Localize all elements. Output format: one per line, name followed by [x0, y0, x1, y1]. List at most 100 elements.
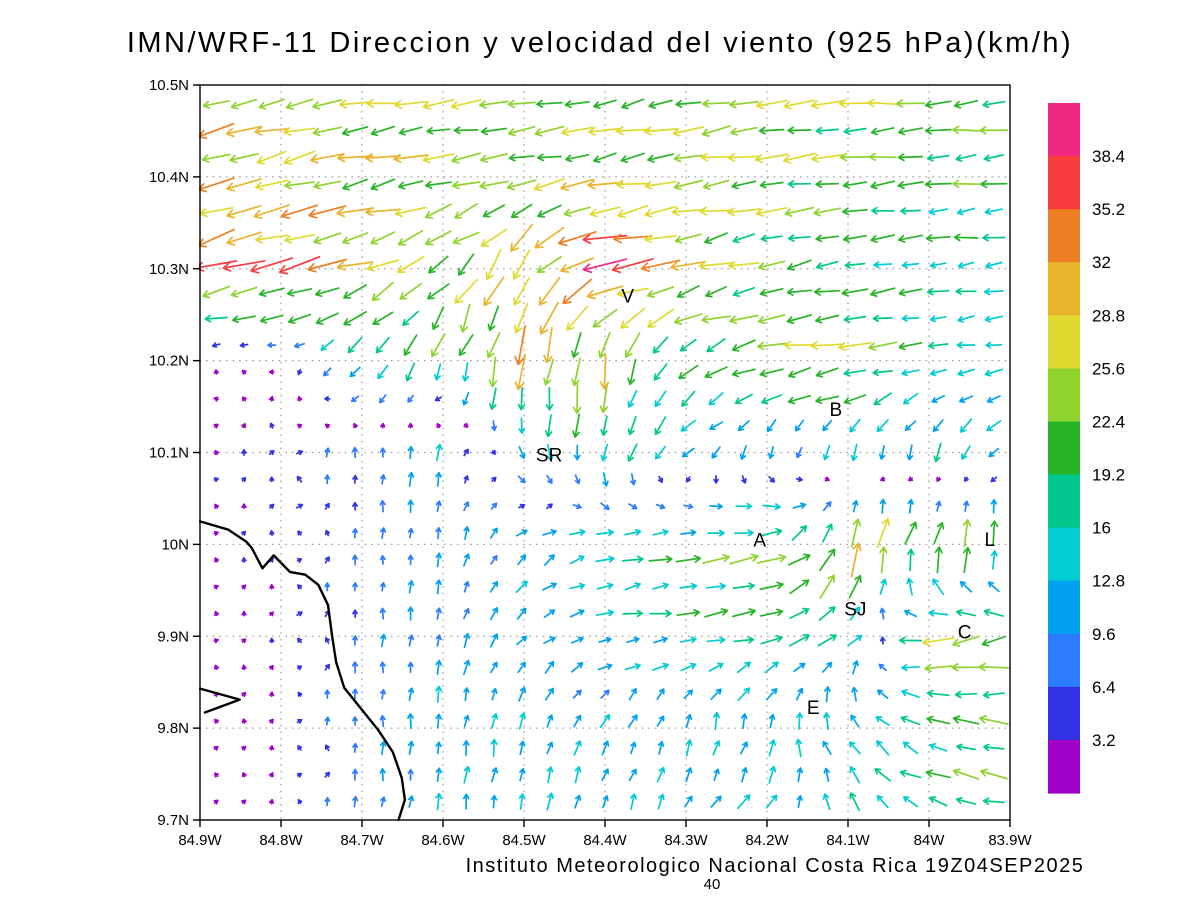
wind-arrow — [740, 741, 748, 755]
wind-arrow — [678, 364, 699, 380]
wind-arrow — [787, 394, 812, 405]
wind-arrow — [786, 287, 813, 296]
x-axis-tick-label: 84.1W — [826, 832, 870, 849]
wind-arrow — [961, 445, 971, 460]
wind-arrow — [627, 358, 637, 386]
wind-arrow — [795, 446, 803, 459]
wind-arrow — [602, 795, 609, 809]
wind-arrow — [735, 502, 753, 510]
wind-arrow — [675, 554, 702, 563]
wind-arrow — [868, 341, 898, 351]
wind-arrow — [214, 772, 220, 778]
wind-arrow — [214, 503, 220, 509]
wind-arrow — [479, 100, 509, 109]
wind-arrow — [850, 443, 858, 462]
wind-arrow — [308, 205, 347, 219]
wind-arrow — [897, 234, 923, 243]
wind-arrow — [377, 364, 389, 380]
wind-arrow — [710, 795, 722, 808]
wind-arrow — [684, 795, 693, 808]
wind-arrow — [791, 525, 808, 541]
wind-arrow — [352, 635, 359, 646]
wind-arrow — [490, 738, 498, 758]
wind-arrow — [280, 204, 319, 220]
wind-arrow — [953, 99, 979, 109]
wind-arrow — [568, 529, 586, 536]
wind-arrow — [654, 390, 667, 408]
wind-arrow — [627, 714, 638, 728]
wind-arrow — [757, 314, 786, 325]
x-axis-tick-label: 84.2W — [745, 832, 789, 849]
wind-arrow — [985, 341, 1003, 349]
wind-arrow — [214, 557, 220, 563]
wind-arrow — [629, 473, 637, 486]
wind-arrow — [822, 419, 833, 432]
wind-arrow — [929, 315, 947, 323]
wind-arrow — [312, 126, 343, 137]
wind-arrow — [222, 260, 266, 272]
wind-arrow — [297, 584, 303, 590]
wind-arrow — [513, 277, 530, 306]
wind-arrow — [630, 793, 637, 810]
wind-arrow — [783, 152, 816, 164]
wind-arrow — [818, 606, 836, 621]
wind-arrow — [732, 286, 756, 298]
wind-arrow — [850, 518, 862, 548]
wind-arrow — [599, 384, 609, 414]
wind-arrow — [647, 308, 674, 328]
wind-arrow — [589, 206, 621, 218]
wind-arrow — [701, 315, 731, 324]
wind-arrow — [657, 740, 665, 755]
wind-arrow — [673, 313, 703, 325]
colorbar-tick-label: 9.6 — [1092, 625, 1116, 644]
wind-arrow — [728, 261, 760, 270]
wind-arrow — [978, 662, 1010, 672]
wind-arrow — [644, 205, 677, 218]
wind-arrow — [764, 661, 779, 674]
wind-arrow — [951, 663, 981, 672]
wind-arrow — [872, 368, 894, 377]
wind-arrow — [990, 550, 998, 570]
wind-arrow — [925, 769, 951, 779]
wind-arrow — [561, 126, 594, 137]
colorbar-tick-label: 28.8 — [1092, 306, 1125, 325]
wind-arrow — [379, 607, 386, 620]
wind-arrow — [847, 634, 863, 647]
wind-arrow — [627, 389, 638, 408]
wind-arrow — [598, 331, 611, 359]
wind-arrow — [676, 608, 701, 617]
wind-arrow — [874, 768, 892, 782]
wind-arrow — [544, 554, 555, 566]
wind-arrow — [564, 100, 590, 109]
wind-arrow — [593, 152, 617, 164]
wind-arrow — [813, 287, 841, 296]
wind-arrow — [542, 529, 557, 536]
wind-arrow — [851, 686, 858, 702]
wind-arrow — [761, 394, 783, 405]
wind-arrow — [985, 261, 1003, 269]
wind-arrow — [817, 634, 837, 647]
wind-arrow — [295, 503, 304, 509]
wind-arrow — [407, 687, 415, 702]
wind-arrow — [268, 718, 274, 724]
wind-arrow — [241, 423, 246, 429]
wind-arrow — [934, 546, 943, 574]
wind-arrow — [679, 582, 698, 590]
colorbar-tick-label: 12.8 — [1092, 572, 1125, 591]
wind-arrow — [596, 582, 614, 590]
wind-arrow — [230, 286, 258, 298]
wind-arrow — [732, 233, 756, 244]
wind-arrow — [380, 796, 387, 807]
wind-arrow — [296, 557, 303, 563]
wind-arrow — [435, 579, 442, 595]
wind-arrow — [454, 278, 478, 304]
wind-arrow — [435, 634, 442, 647]
wind-arrow — [647, 153, 674, 163]
wind-arrow — [213, 530, 219, 536]
wind-arrow — [902, 796, 919, 808]
wind-arrow — [621, 98, 645, 110]
wind-arrow — [268, 449, 275, 456]
wind-arrow — [652, 582, 669, 590]
wind-arrow — [226, 231, 262, 246]
